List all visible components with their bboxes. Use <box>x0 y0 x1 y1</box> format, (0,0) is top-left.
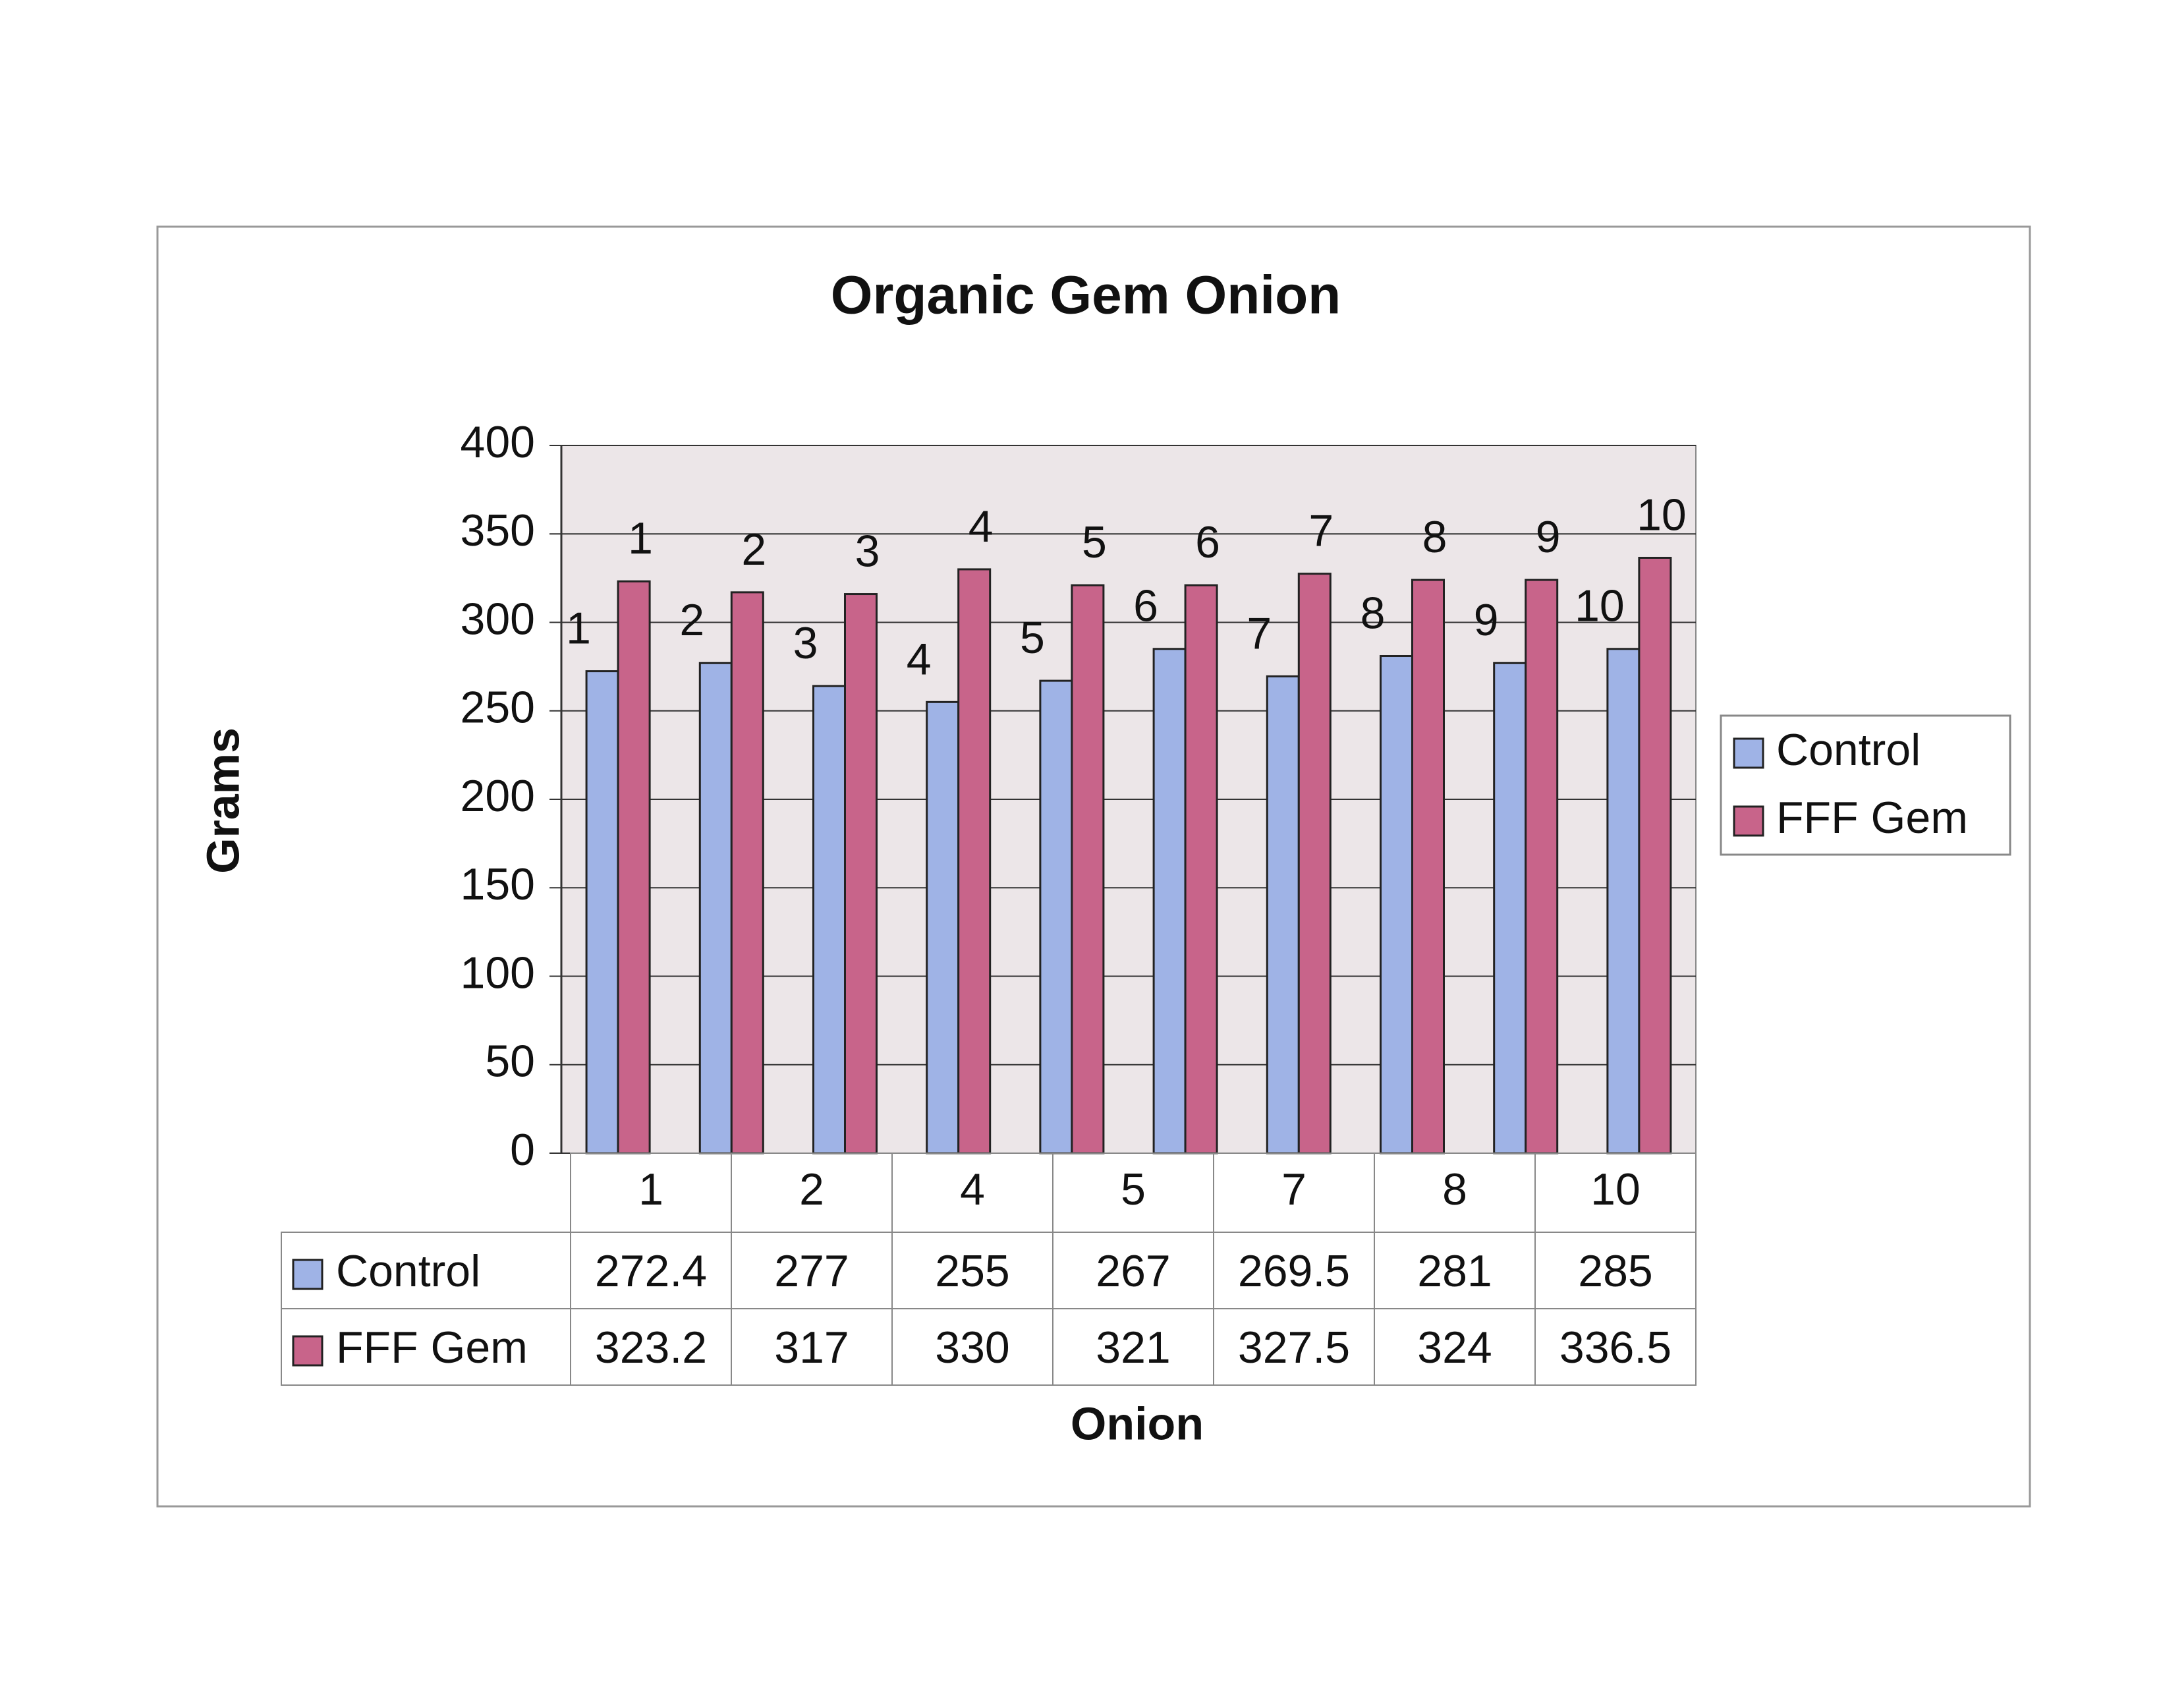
data-label: 1 <box>566 604 591 654</box>
data-label: 9 <box>1474 595 1499 645</box>
data-label: 2 <box>741 525 766 575</box>
data-label: 1 <box>628 513 653 563</box>
bar <box>957 568 992 1154</box>
table-cell: 281 <box>1417 1246 1492 1296</box>
legend-box <box>1720 714 2011 856</box>
table-cell: 255 <box>935 1246 1009 1296</box>
table-column-label: 7 <box>1281 1164 1306 1214</box>
bar <box>1184 584 1218 1154</box>
legend-swatch <box>292 1259 323 1290</box>
table-cell: 317 <box>774 1323 849 1373</box>
data-label: 4 <box>968 501 994 552</box>
data-label: 6 <box>1133 581 1158 631</box>
bar <box>812 685 846 1154</box>
y-tick-label: 150 <box>461 859 535 909</box>
data-label: 8 <box>1361 588 1386 638</box>
bar <box>926 700 960 1154</box>
table-column-label: 1 <box>638 1164 663 1214</box>
y-tick-label: 250 <box>461 683 535 733</box>
table-row-label: Control <box>336 1246 480 1296</box>
table-cell: 330 <box>935 1323 1009 1373</box>
table-cell: 324 <box>1417 1323 1492 1373</box>
y-tick-label: 400 <box>461 417 535 467</box>
table-cell: 277 <box>774 1246 849 1296</box>
y-tick-label: 200 <box>461 771 535 821</box>
bar <box>1411 579 1445 1154</box>
bar <box>1152 648 1187 1154</box>
table-cell: 323.2 <box>595 1323 707 1373</box>
bar <box>585 670 619 1154</box>
data-label: 5 <box>1020 613 1045 663</box>
table-row-label: FFF Gem <box>336 1323 528 1373</box>
data-label: 3 <box>793 618 818 668</box>
y-tick-label: 350 <box>461 505 535 555</box>
bar <box>1297 573 1332 1154</box>
data-label: 10 <box>1637 490 1687 540</box>
data-label: 10 <box>1575 581 1625 631</box>
table-column-label: 4 <box>960 1164 985 1214</box>
table-cell: 321 <box>1096 1323 1170 1373</box>
table-cell: 327.5 <box>1238 1323 1350 1373</box>
table-column-label: 8 <box>1442 1164 1467 1214</box>
bar <box>1525 579 1559 1154</box>
legend-swatch <box>292 1335 323 1367</box>
y-tick-label: 50 <box>485 1037 535 1087</box>
legend-label: Control <box>1776 725 1921 775</box>
table-cell: 272.4 <box>595 1246 707 1296</box>
y-tick-label: 100 <box>461 948 535 998</box>
bar <box>1039 679 1073 1154</box>
x-axis-title: Onion <box>1071 1398 1204 1449</box>
bar <box>1638 556 1672 1154</box>
bar <box>844 593 878 1154</box>
data-label: 2 <box>679 595 704 645</box>
legend-swatch <box>1733 737 1764 769</box>
data-label: 5 <box>1082 517 1107 567</box>
table-column-label: 10 <box>1590 1164 1641 1214</box>
chart-title: Organic Gem Onion <box>831 266 1341 326</box>
bar <box>698 662 733 1154</box>
data-label: 4 <box>907 634 932 684</box>
table-cell: 269.5 <box>1238 1246 1350 1296</box>
bar <box>730 591 764 1154</box>
table-cell: 336.5 <box>1559 1323 1671 1373</box>
data-label: 7 <box>1247 608 1272 658</box>
table-column-label: 5 <box>1121 1164 1146 1214</box>
legend-swatch <box>1733 805 1764 837</box>
table-cell: 285 <box>1578 1246 1652 1296</box>
table-cell: 267 <box>1096 1246 1170 1296</box>
legend-label: FFF Gem <box>1776 793 1968 843</box>
bar <box>617 580 651 1154</box>
data-label: 9 <box>1536 512 1561 562</box>
data-label: 6 <box>1195 517 1220 567</box>
data-label: 3 <box>855 527 880 577</box>
data-label: 8 <box>1422 512 1447 562</box>
bar <box>1266 675 1300 1154</box>
bar <box>1493 662 1527 1154</box>
table-column-label: 2 <box>799 1164 824 1214</box>
y-axis-title: Grams <box>197 727 248 874</box>
bar <box>1380 655 1413 1154</box>
bar <box>1071 584 1105 1154</box>
y-tick-label: 0 <box>510 1125 535 1175</box>
data-label: 7 <box>1308 506 1333 556</box>
bar <box>1606 648 1641 1154</box>
y-tick-label: 300 <box>461 594 535 644</box>
